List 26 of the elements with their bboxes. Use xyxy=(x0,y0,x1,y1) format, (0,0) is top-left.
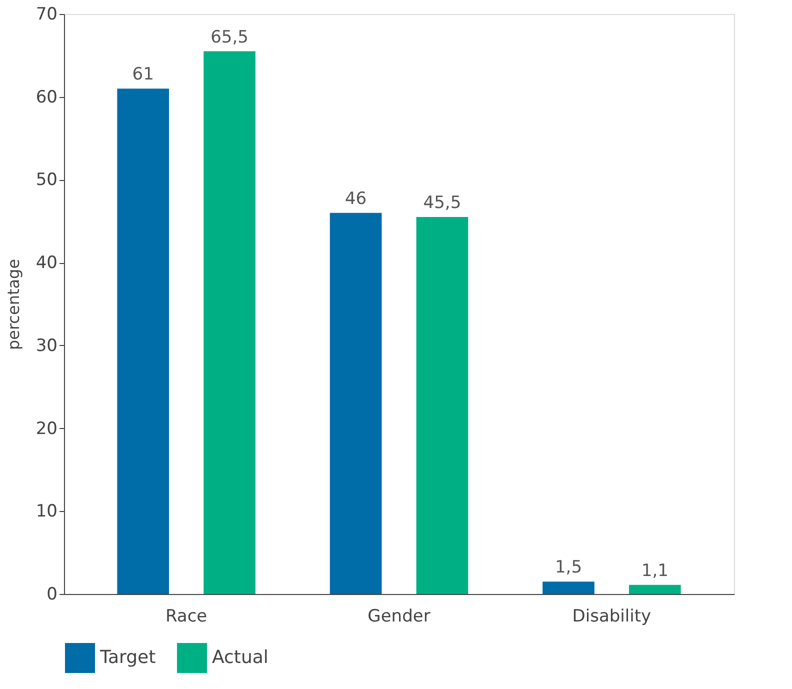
y-tick-label: 60 xyxy=(36,87,58,108)
bar xyxy=(117,88,170,594)
legend-label: Actual xyxy=(212,647,268,668)
y-tick-label: 20 xyxy=(36,418,58,439)
y-tick-label: 40 xyxy=(36,253,58,274)
data-label: 61 xyxy=(132,64,154,85)
bar xyxy=(628,584,681,594)
x-tick-label: Disability xyxy=(572,606,652,626)
data-label: 1,5 xyxy=(554,558,582,578)
y-tick-label: 30 xyxy=(36,336,58,356)
legend-label: Target xyxy=(99,647,156,668)
bar xyxy=(542,582,594,594)
y-tick-label: 50 xyxy=(36,170,58,190)
x-tick-label: Gender xyxy=(368,606,430,626)
bar xyxy=(330,212,382,594)
y-axis-title: percentage xyxy=(4,258,23,350)
y-tick-label: 0 xyxy=(46,584,58,604)
y-tick-label: 10 xyxy=(36,502,58,522)
y-tick-label: 70 xyxy=(36,4,58,24)
data-label: 45,5 xyxy=(423,193,462,213)
bar xyxy=(416,217,468,594)
data-label: 46 xyxy=(344,188,367,209)
data-label: 65,5 xyxy=(210,27,248,48)
data-label: 1,1 xyxy=(641,560,668,581)
x-tick-label: Race xyxy=(165,606,208,626)
bar xyxy=(204,51,256,594)
